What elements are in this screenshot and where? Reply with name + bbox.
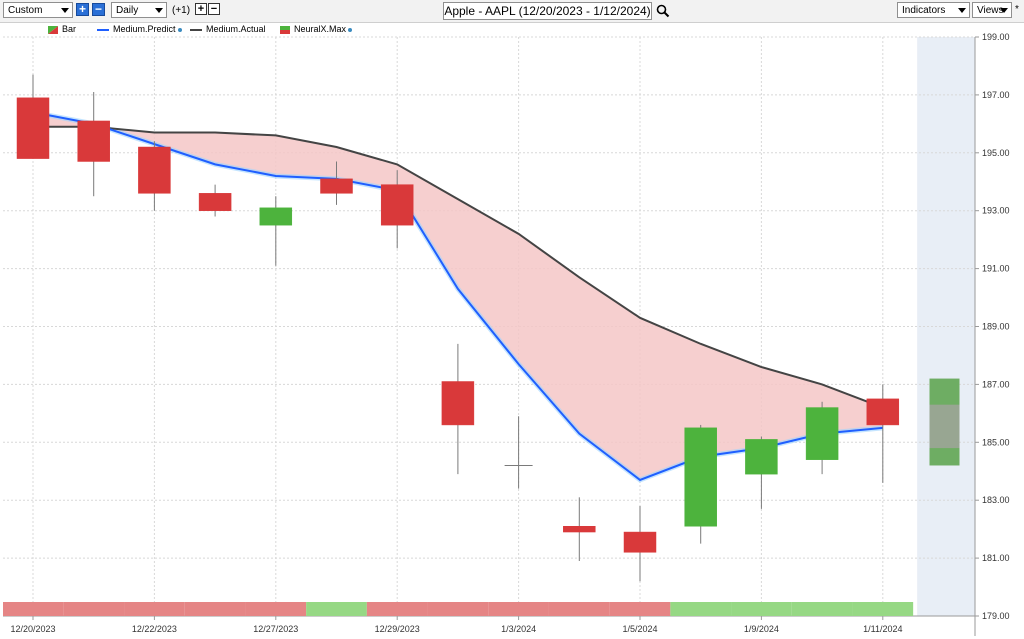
chevron-down-icon [1000,8,1008,13]
candle-body [138,146,171,194]
signal-strip-cell [609,602,671,616]
spread-band [33,112,883,480]
indicators-select[interactable]: Indicators [897,2,970,18]
x-tick-label: 12/29/2023 [375,624,420,634]
y-tick-label: 193.00 [982,206,1010,216]
candle-body [805,407,839,460]
indicators-label: Indicators [902,5,946,16]
legend-label: NeuralX.Max [294,24,347,34]
period-select[interactable]: Daily [111,2,167,18]
signal-strip-cell [427,602,489,616]
increment-button[interactable]: + [195,3,207,15]
chevron-down-icon [958,8,966,13]
actual-line-icon [190,28,202,31]
signal-strip-cell [548,602,610,616]
signal-strip-cell [731,602,792,616]
x-tick-label: 12/22/2023 [132,624,177,634]
forecast-bar-bottom [929,448,960,466]
forecast-bar-top [929,378,960,405]
signal-strip-cell [366,602,428,616]
x-tick-label: 1/9/2024 [744,624,779,634]
symbol-title-text: Apple - AAPL (12/20/2023 - 1/12/2024) [444,4,651,18]
candle-body [320,178,353,194]
decrement-button[interactable]: − [208,3,220,15]
signal-strip-cell [852,602,914,616]
y-tick-label: 181.00 [982,553,1010,563]
signal-strip-cell [670,602,732,616]
neuralx-legend-icon [280,25,290,34]
signal-strip-cell [184,602,246,616]
search-icon[interactable] [656,4,670,18]
candle-body [198,193,232,211]
views-label: Views [977,5,1004,16]
toolbar: Custom + − Daily (+1) + − Apple - AAPL (… [0,0,1024,23]
signal-strip-cell [63,602,125,616]
candle-body [380,184,414,226]
y-tick-label: 191.00 [982,264,1010,274]
candle-body [745,439,778,475]
signal-strip-cell [306,602,367,616]
add-button[interactable]: + [76,3,89,16]
predict-line [32,111,883,482]
candle-body [866,398,900,426]
forecast-region [917,37,975,616]
candle-body [623,531,657,553]
candle-body [441,381,475,426]
candle-body [684,427,717,527]
period-select-value: Daily [116,5,139,16]
candle-body [16,97,50,159]
x-tick-label: 1/11/2024 [863,624,902,634]
y-tick-label: 187.00 [982,379,1010,389]
symbol-title[interactable]: Apple - AAPL (12/20/2023 - 1/12/2024) [443,2,652,20]
y-tick-label: 197.00 [982,90,1010,100]
signal-strip-cell [124,602,185,616]
legend-label: Medium.Predict [113,24,176,34]
x-tick-label: 1/3/2024 [501,624,536,634]
legend-item-medium-actual: Medium.Actual [190,24,266,34]
y-tick-label: 185.00 [982,437,1010,447]
chevron-down-icon [61,8,69,13]
legend-label: Medium.Actual [206,24,266,34]
signal-strip-cell [245,602,307,616]
actual-line [33,125,884,409]
predict-line-icon [97,28,109,31]
x-tick-label: 12/27/2023 [253,624,298,634]
settings-star[interactable]: * [1015,4,1019,15]
info-dot-icon[interactable] [177,27,182,32]
x-tick-label: 12/20/2023 [10,624,55,634]
signal-strip-cell [3,602,64,616]
signal-strip-cell [791,602,853,616]
legend-item-bar: Bar [48,24,76,34]
chevron-down-icon [155,8,163,13]
y-tick-label: 195.00 [982,148,1010,158]
candle-body [259,207,293,226]
layout-select[interactable]: Custom [3,2,73,18]
bar-legend-icon [48,25,58,34]
views-select[interactable]: Views [972,2,1012,18]
y-tick-label: 183.00 [982,495,1010,505]
info-dot-icon[interactable] [348,27,353,32]
legend-item-medium-predict: Medium.Predict [97,24,182,34]
y-tick-label: 199.00 [982,32,1010,42]
candle-body [563,526,596,533]
layout-select-value: Custom [8,5,43,16]
legend-label: Bar [62,24,77,34]
y-tick-label: 189.00 [982,322,1010,332]
candle-body [77,120,110,162]
legend-item-neuralx-max: NeuralX.Max [280,24,353,34]
x-tick-label: 1/5/2024 [622,624,657,634]
y-tick-label: 179.00 [982,611,1010,621]
offset-label: (+1) [172,5,191,16]
signal-strip-cell [488,602,549,616]
remove-button[interactable]: − [92,3,105,16]
